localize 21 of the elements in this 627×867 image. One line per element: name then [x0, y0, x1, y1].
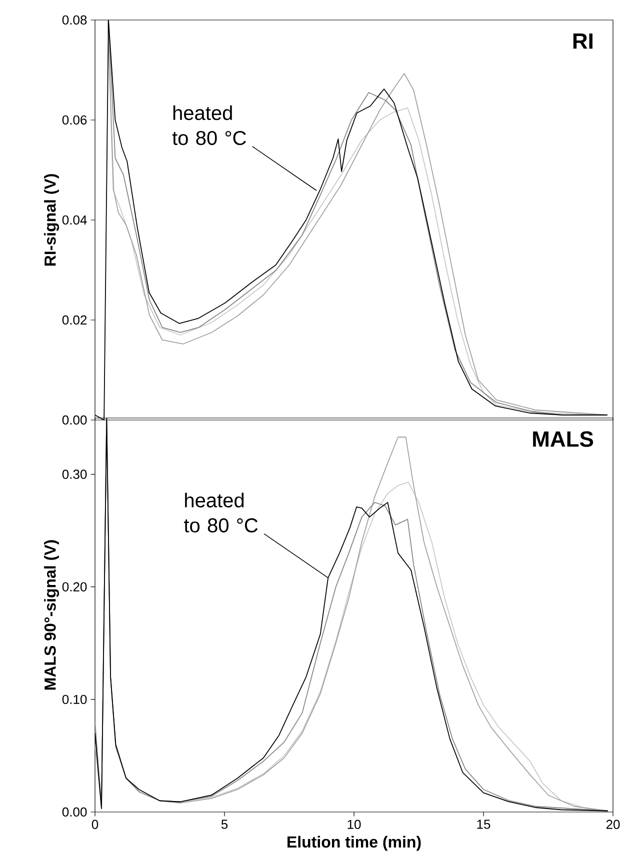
- x-tick-label: 0: [92, 820, 98, 830]
- y-tick-label: 0.04: [62, 215, 87, 225]
- y-tick-label: 0.00: [62, 415, 87, 425]
- x-tick-label: 10: [348, 820, 361, 830]
- y-tick-label: 0.30: [62, 470, 87, 479]
- y-tick-label: 0.08: [62, 15, 87, 25]
- x-tick-label: 20: [606, 820, 620, 830]
- annotation: heated to 80 °C: [172, 105, 246, 146]
- chart-title: MALS: [533, 431, 594, 447]
- y-axis-title: RI-signal (V): [44, 174, 60, 266]
- y-tick-label: 0.02: [62, 315, 87, 325]
- y-tick-label: 0.06: [62, 115, 87, 125]
- y-tick-label: 0.20: [62, 582, 87, 592]
- annotation: heated to 80 °C: [184, 492, 258, 532]
- x-axis-title: Elution time (min): [288, 836, 421, 851]
- y-tick-label: 0.10: [62, 694, 87, 704]
- x-tick-label: 15: [477, 820, 490, 829]
- x-tick-label: 5: [221, 820, 228, 829]
- y-tick-label: 0.00: [62, 807, 87, 817]
- y-axis-title: MALS 90°-signal (V): [44, 540, 60, 690]
- chart-title: RI: [573, 34, 592, 49]
